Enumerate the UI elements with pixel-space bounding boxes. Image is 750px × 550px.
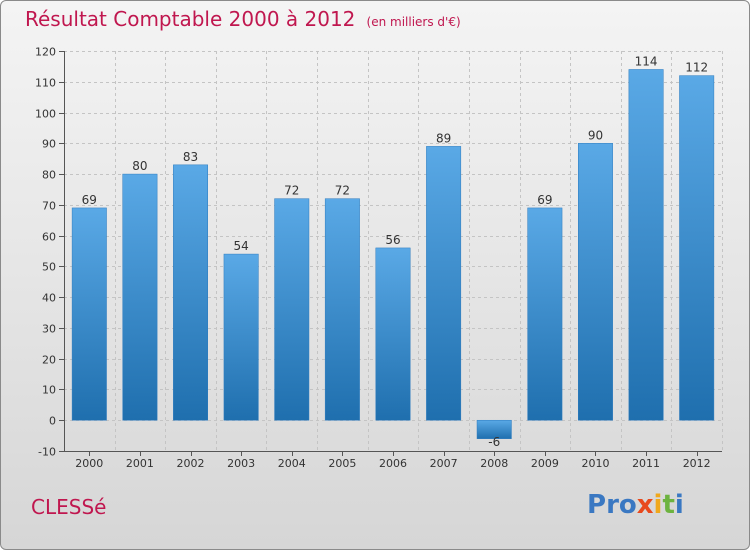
bar [71, 207, 107, 421]
x-tick-label: 2006 [379, 457, 407, 470]
bar [426, 146, 462, 421]
bar [527, 207, 563, 421]
bar [476, 419, 512, 439]
chart-title: Résultat Comptable 2000 à 2012 (en milli… [25, 7, 461, 31]
bar [679, 75, 715, 421]
bar-value-label: 54 [234, 239, 249, 253]
title-main: Résultat Comptable 2000 à 2012 [25, 7, 356, 31]
data-labels: 69 80 83 54 72 72 56 89 -6 69 90 114 112 [82, 54, 708, 449]
proxiti-logo: Proxiti [587, 490, 684, 520]
bar [628, 69, 664, 421]
x-tick-label: 2001 [126, 457, 154, 470]
bar-value-label: -6 [488, 435, 500, 449]
y-tick-label: 30 [42, 323, 56, 336]
y-tick-label: 80 [42, 169, 56, 182]
logo-letter: x [636, 490, 654, 520]
bar [173, 164, 208, 421]
logo-letter: o [618, 490, 637, 520]
commune-name: CLESSé [31, 495, 107, 519]
x-tick-label: 2008 [480, 457, 508, 470]
x-tick-labels: 2000 2001 2002 2003 2004 2005 2006 2007 2008 2009… [75, 451, 711, 470]
bar [274, 198, 310, 421]
bar [223, 253, 259, 421]
y-tick-label: 120 [35, 46, 56, 59]
bar-value-label: 69 [537, 193, 552, 207]
bar-value-label: 80 [132, 159, 147, 173]
y-tick-label: 60 [42, 231, 56, 244]
bars [71, 69, 715, 439]
bar-value-label: 72 [284, 184, 299, 198]
bar-value-label: 89 [436, 131, 451, 145]
y-tick-label: 40 [42, 292, 56, 305]
bar-value-label: 90 [588, 128, 603, 142]
title-unit: (en milliers d'€) [366, 15, 461, 29]
logo-letter: P [587, 490, 607, 520]
x-tick-label: 2011 [632, 457, 660, 470]
y-tick-label: -10 [38, 446, 56, 459]
y-tick-label: 10 [42, 384, 56, 397]
logo-letter: t [662, 490, 675, 520]
x-tick-label: 2007 [430, 457, 458, 470]
bar [375, 247, 411, 421]
bar-value-label: 114 [635, 54, 658, 68]
bar [324, 198, 360, 421]
x-tick-label: 2002 [177, 457, 205, 470]
bar-value-label: 69 [82, 193, 97, 207]
bar [122, 173, 158, 421]
x-tick-label: 2010 [581, 457, 609, 470]
logo-letter: i [674, 490, 684, 520]
y-tick-label: 90 [42, 138, 56, 151]
y-tick-label: 70 [42, 200, 56, 213]
x-tick-label: 2005 [328, 457, 356, 470]
y-tick-label: 100 [35, 108, 56, 121]
y-tick-label: 20 [42, 354, 56, 367]
y-tick-label: 50 [42, 261, 56, 274]
y-tick-label: 110 [35, 77, 56, 90]
x-tick-label: 2004 [278, 457, 306, 470]
x-tick-label: 2000 [75, 457, 103, 470]
bar-value-label: 112 [685, 61, 708, 75]
y-tick-labels: -10 0 10 20 30 40 50 60 70 80 90 100 110 120 [35, 46, 56, 459]
bar [578, 143, 613, 421]
logo-letter: r [606, 490, 619, 520]
x-tick-label: 2012 [683, 457, 711, 470]
x-tick-label: 2009 [531, 457, 559, 470]
bar-value-label: 83 [183, 150, 198, 164]
y-tick-label: 0 [49, 415, 56, 428]
logo-letter: i [653, 490, 663, 520]
x-tick-label: 2003 [227, 457, 255, 470]
bar-value-label: 56 [385, 233, 400, 247]
bar-value-label: 72 [335, 184, 350, 198]
